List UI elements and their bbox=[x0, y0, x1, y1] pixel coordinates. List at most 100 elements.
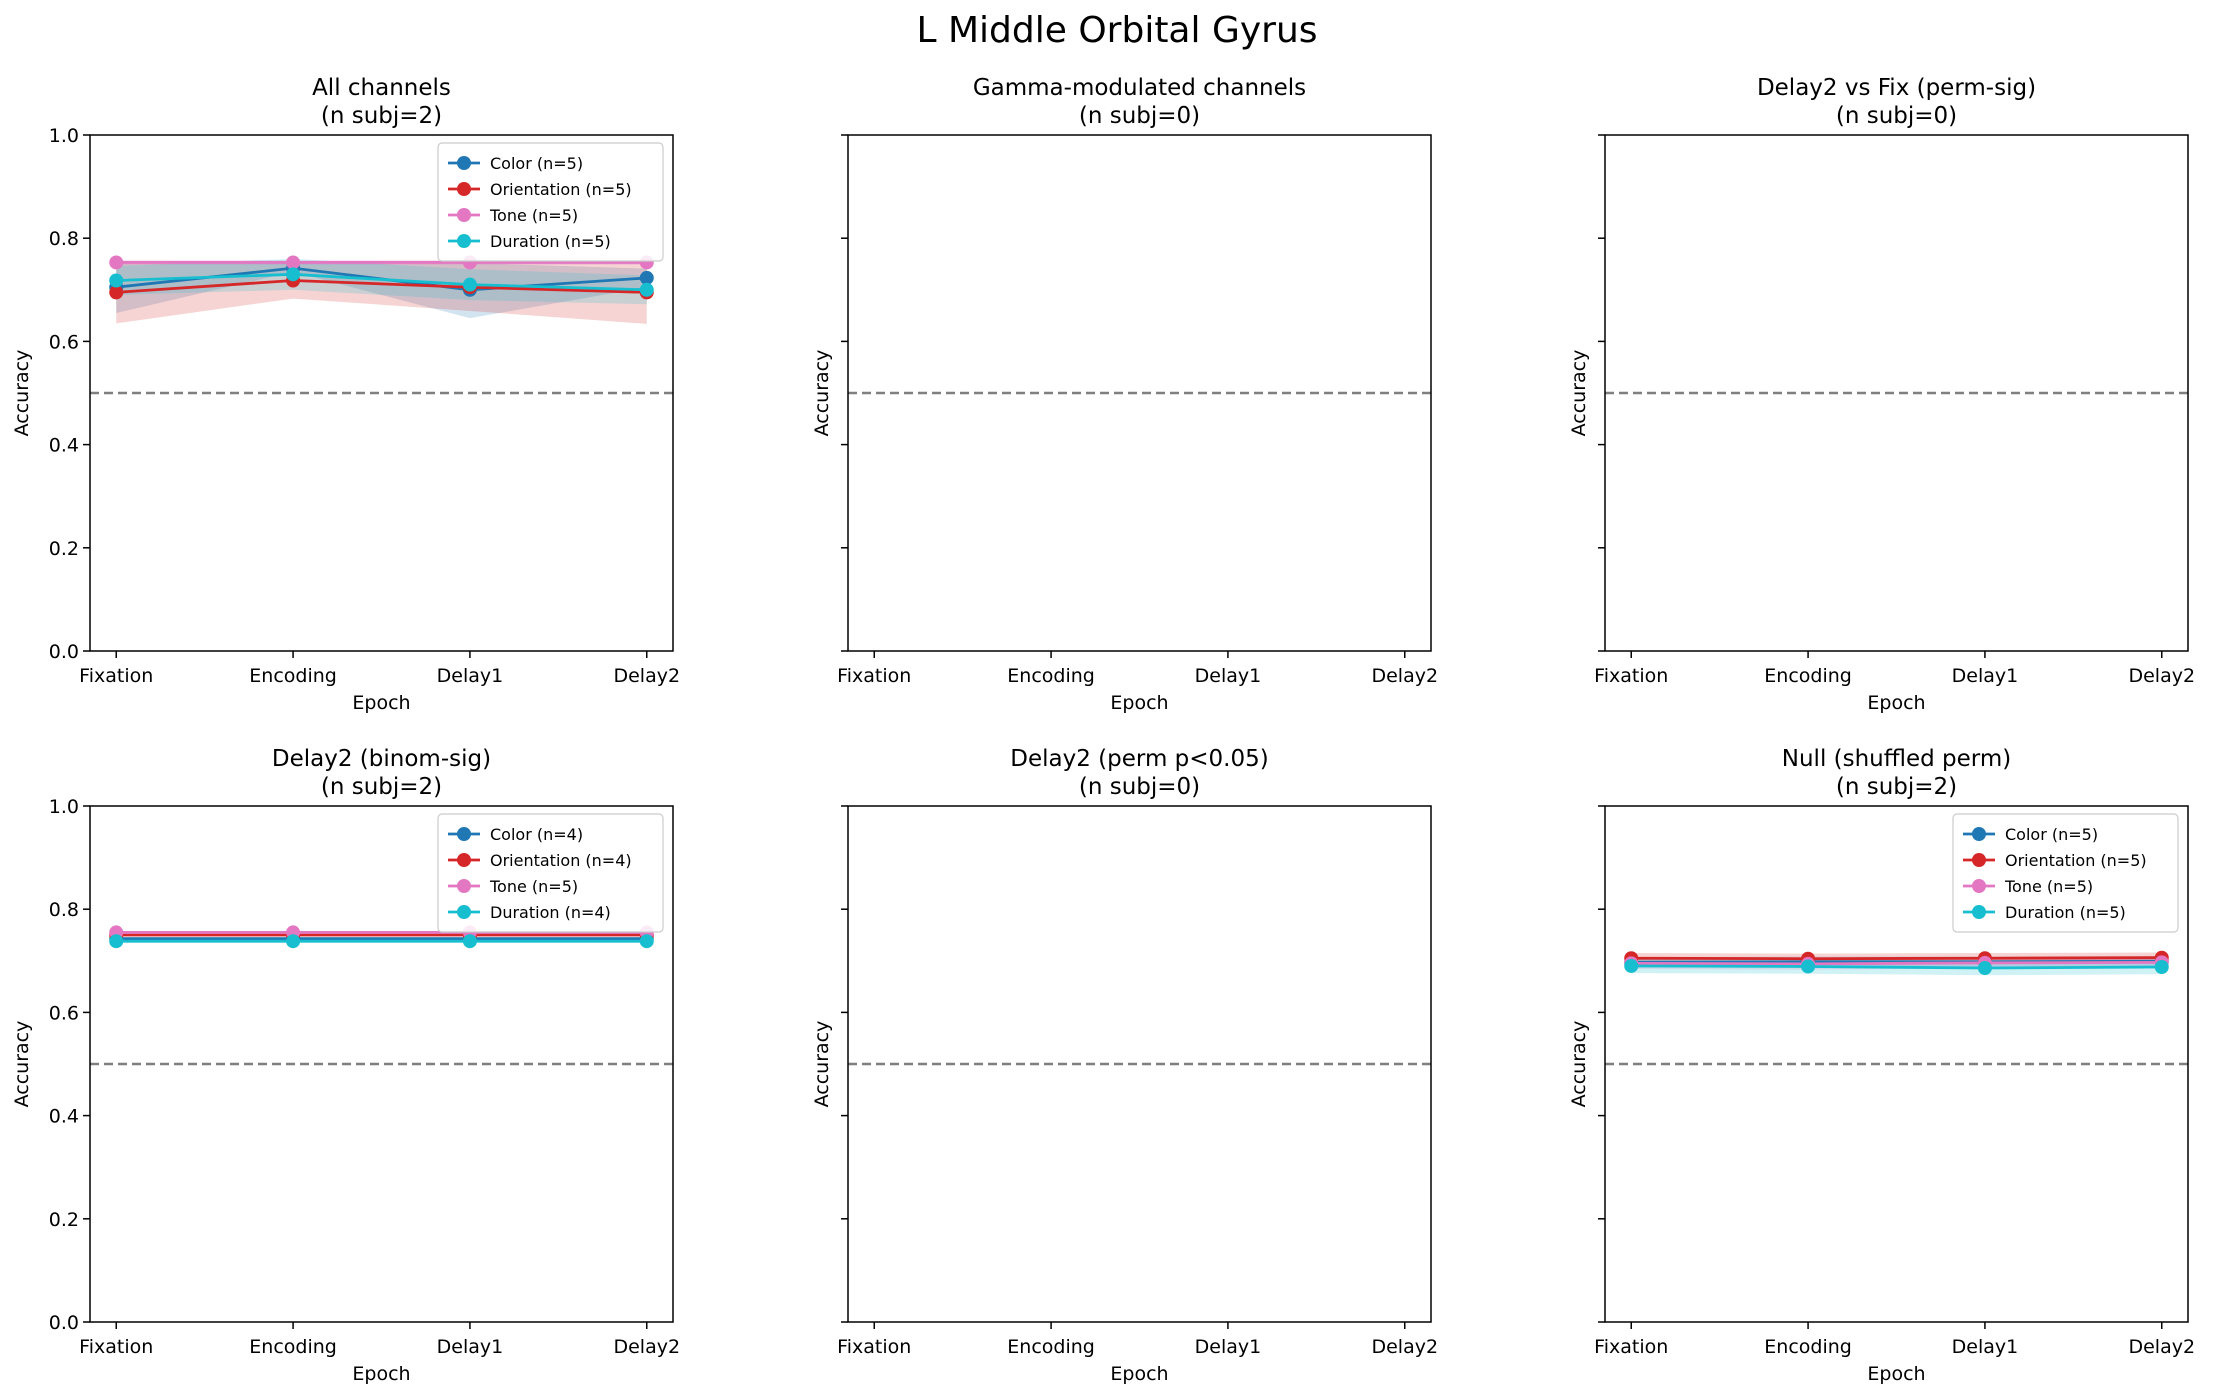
y-tick-label: 0.8 bbox=[49, 899, 79, 921]
data-point bbox=[109, 255, 124, 270]
legend-marker bbox=[457, 208, 471, 222]
series-line bbox=[116, 272, 647, 292]
subplot-title: (n subj=0) bbox=[1079, 774, 1200, 800]
y-axis-label: Accuracy bbox=[11, 1021, 33, 1108]
legend-label: Tone (n=5) bbox=[2004, 877, 2093, 896]
x-tick-label: Fixation bbox=[837, 665, 911, 687]
x-tick-label: Encoding bbox=[1764, 1336, 1852, 1358]
subplot-title: (n subj=2) bbox=[321, 774, 442, 800]
legend-box bbox=[437, 142, 664, 262]
x-axis-label: Epoch bbox=[1110, 1363, 1168, 1385]
y-axis-label: Accuracy bbox=[811, 350, 833, 437]
legend-label: Duration (n=4) bbox=[490, 903, 611, 922]
x-tick-label: Delay1 bbox=[1195, 665, 1262, 687]
axes-frame bbox=[847, 134, 1432, 652]
data-point bbox=[1977, 961, 1992, 976]
x-tick-label: Delay1 bbox=[437, 1336, 504, 1358]
y-tick-label: 0.0 bbox=[49, 1312, 79, 1334]
y-tick-label: 0.6 bbox=[49, 1002, 79, 1024]
subplot-4: Delay2 (perm p<0.05)(n subj=0) Fixation En… bbox=[811, 746, 1438, 1385]
legend-box bbox=[437, 813, 664, 933]
data-point bbox=[462, 277, 477, 292]
legend-label: Color (n=5) bbox=[2005, 825, 2098, 844]
subplot-title: (n subj=2) bbox=[1836, 774, 1957, 800]
data-point bbox=[286, 267, 301, 282]
legend-label: Color (n=4) bbox=[490, 825, 583, 844]
subplot-title: Delay2 (perm p<0.05) bbox=[1010, 746, 1268, 772]
series-line bbox=[1631, 956, 2162, 961]
series-line bbox=[116, 279, 647, 294]
data-point bbox=[1624, 958, 1639, 973]
legend-marker bbox=[457, 853, 471, 867]
series-line bbox=[1631, 964, 2162, 970]
x-tick-label: Delay1 bbox=[1952, 1336, 2019, 1358]
subplot-title: Gamma-modulated channels bbox=[973, 75, 1306, 101]
y-tick-label: 0.2 bbox=[49, 1209, 79, 1231]
subplot-3: Delay2 (binom-sig)(n subj=2) 0.0 0.2 0.4 0.6… bbox=[11, 746, 680, 1385]
data-point bbox=[639, 934, 654, 949]
legend-label: Duration (n=5) bbox=[490, 232, 611, 251]
x-tick-label: Fixation bbox=[1594, 665, 1668, 687]
legend-label: Orientation (n=5) bbox=[2005, 851, 2147, 870]
legend-marker bbox=[1972, 853, 1986, 867]
data-point bbox=[109, 273, 124, 288]
subplot-title: Delay2 vs Fix (perm-sig) bbox=[1757, 75, 2036, 101]
subplot-title: Null (shuffled perm) bbox=[1782, 746, 2011, 772]
x-axis-label: Epoch bbox=[1110, 692, 1168, 714]
y-tick-label: 1.0 bbox=[49, 796, 79, 818]
y-axis-label: Accuracy bbox=[811, 1021, 833, 1108]
axes-frame bbox=[847, 805, 1432, 1323]
x-tick-label: Delay2 bbox=[2128, 1336, 2195, 1358]
axes-frame bbox=[89, 134, 674, 652]
x-tick-label: Delay2 bbox=[2128, 665, 2195, 687]
x-tick-label: Fixation bbox=[837, 1336, 911, 1358]
x-tick-label: Fixation bbox=[1594, 1336, 1668, 1358]
data-point bbox=[639, 282, 654, 297]
series-band bbox=[116, 258, 647, 305]
figure-title: L Middle Orbital Gyrus bbox=[916, 10, 1317, 51]
x-axis-label: Epoch bbox=[352, 692, 410, 714]
data-point bbox=[286, 255, 301, 270]
legend-label: Orientation (n=5) bbox=[490, 180, 632, 199]
subplot-1: Gamma-modulated channels(n subj=0) Fixati… bbox=[811, 75, 1438, 714]
x-tick-label: Delay1 bbox=[437, 665, 504, 687]
legend-label: Duration (n=5) bbox=[2005, 903, 2126, 922]
legend-label: Tone (n=5) bbox=[489, 206, 578, 225]
subplot-title: (n subj=2) bbox=[321, 103, 442, 129]
legend: Color (n=4) Orientation (n=4) Tone (n=5) Du… bbox=[437, 813, 664, 933]
x-tick-label: Encoding bbox=[249, 1336, 337, 1358]
legend: Color (n=5) Orientation (n=5) Tone (n=5) Du… bbox=[437, 142, 664, 262]
legend-marker bbox=[457, 905, 471, 919]
y-tick-label: 0.4 bbox=[49, 1106, 79, 1128]
axes-frame bbox=[1604, 134, 2189, 652]
y-tick-label: 0.4 bbox=[49, 435, 79, 457]
legend-marker bbox=[1972, 905, 1986, 919]
legend-box bbox=[1952, 813, 2179, 933]
legend-label: Color (n=5) bbox=[490, 154, 583, 173]
x-axis-label: Epoch bbox=[352, 1363, 410, 1385]
series-line bbox=[1631, 960, 2162, 966]
x-tick-label: Delay2 bbox=[1371, 1336, 1438, 1358]
y-tick-label: 1.0 bbox=[49, 125, 79, 147]
legend-marker bbox=[1972, 827, 1986, 841]
axes-frame bbox=[89, 805, 674, 1323]
y-tick-label: 0.0 bbox=[49, 641, 79, 663]
legend-marker bbox=[457, 827, 471, 841]
subplot-title: (n subj=0) bbox=[1079, 103, 1200, 129]
legend-marker bbox=[457, 182, 471, 196]
data-point bbox=[2154, 959, 2169, 974]
legend-marker bbox=[457, 156, 471, 170]
subplot-0: All channels(n subj=2) 0.0 0.2 0.4 0.6 0.8 1.0… bbox=[11, 75, 680, 714]
legend-label: Orientation (n=4) bbox=[490, 851, 632, 870]
y-axis-label: Accuracy bbox=[1568, 350, 1590, 437]
data-point bbox=[462, 934, 477, 949]
y-axis-label: Accuracy bbox=[11, 350, 33, 437]
y-tick-label: 0.8 bbox=[49, 228, 79, 250]
x-tick-label: Encoding bbox=[1764, 665, 1852, 687]
data-point bbox=[1801, 959, 1816, 974]
legend-label: Tone (n=5) bbox=[489, 877, 578, 896]
legend-marker bbox=[457, 879, 471, 893]
subplot-2: Delay2 vs Fix (perm-sig)(n subj=0) Fixati… bbox=[1568, 75, 2195, 714]
data-point bbox=[639, 270, 654, 285]
